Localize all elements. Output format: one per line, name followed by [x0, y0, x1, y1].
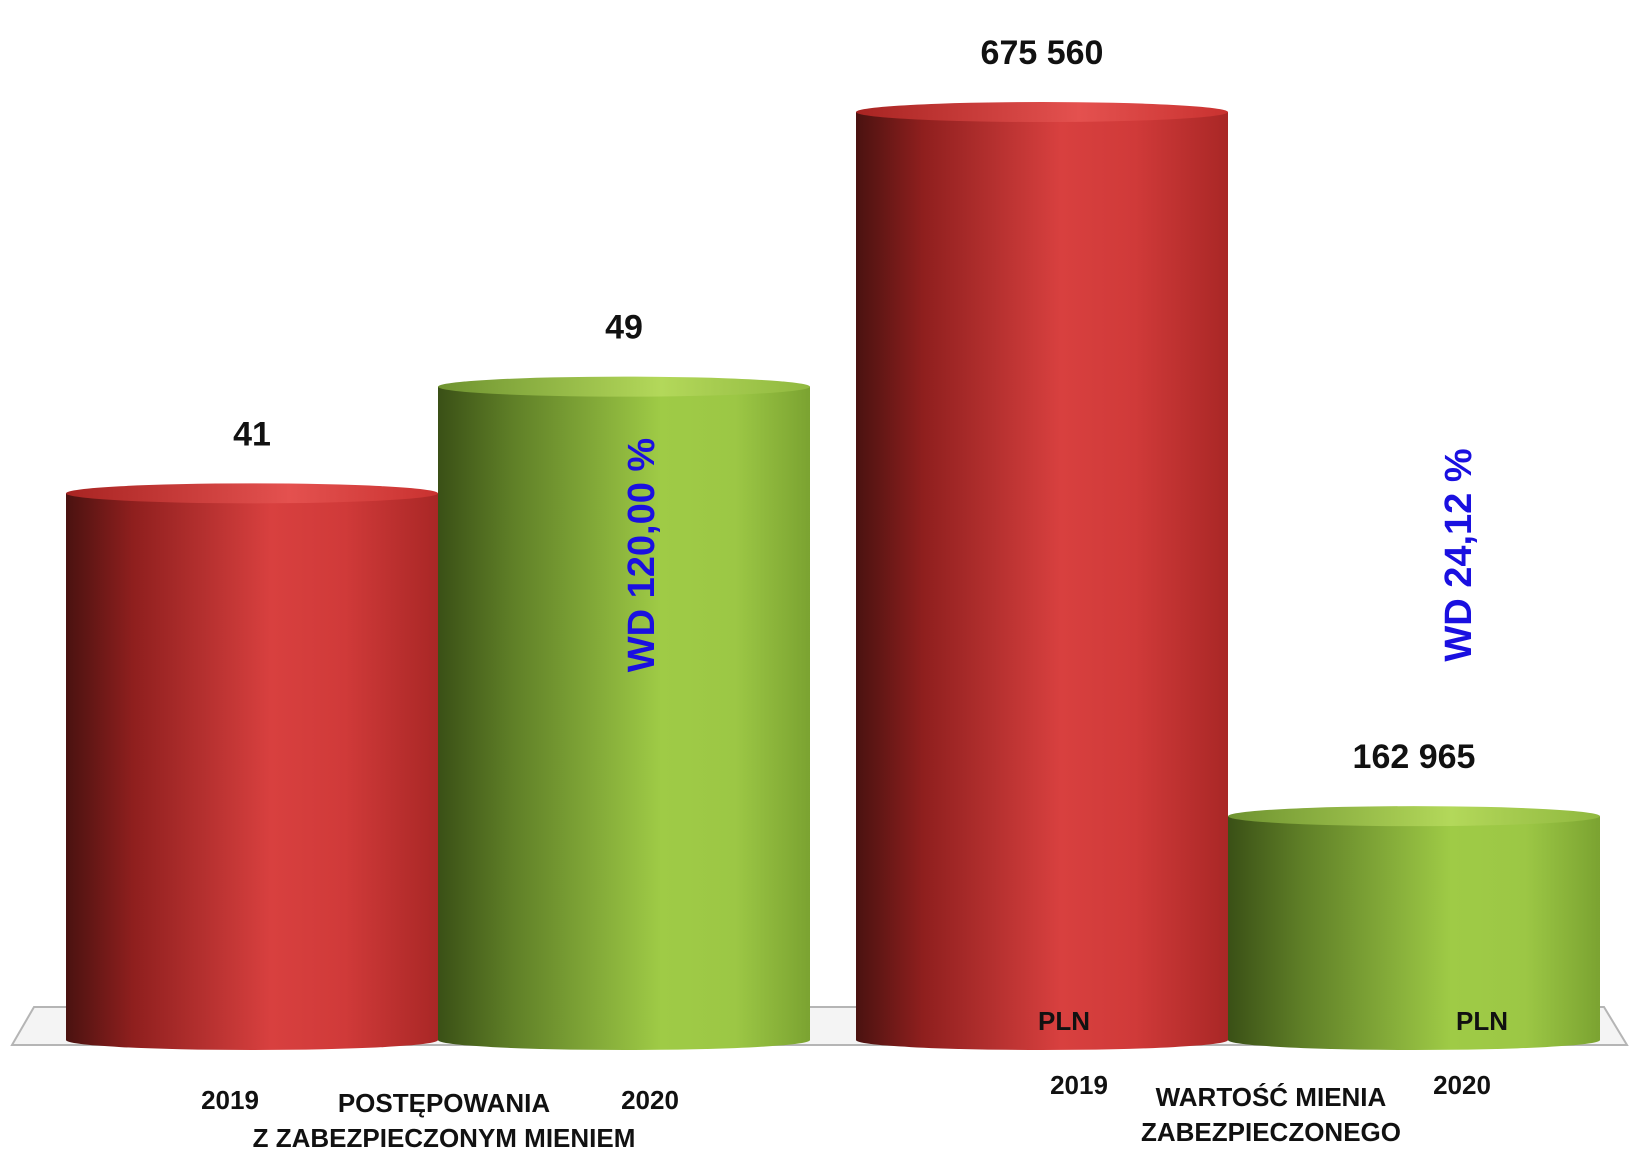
unit-label: PLN: [1456, 1006, 1508, 1036]
unit-label: PLN: [1038, 1006, 1090, 1036]
bar-top: [66, 483, 438, 504]
value-label: 49: [605, 309, 643, 347]
bar: [438, 376, 810, 1051]
bar: [1228, 806, 1600, 1050]
category-label-line-2: ZABEZPIECZONEGO: [1141, 1117, 1401, 1147]
category-label-line-1: POSTĘPOWANIA: [338, 1088, 551, 1118]
value-label: 675 560: [981, 34, 1104, 72]
value-label: 41: [233, 415, 271, 453]
value-label: 162 965: [1353, 738, 1476, 776]
bar-body: [856, 112, 1228, 1051]
change-label: WD 120,00 %: [621, 438, 663, 672]
year-label: 2020: [621, 1085, 679, 1115]
year-label: 2019: [1050, 1070, 1108, 1100]
bar-top: [856, 102, 1228, 123]
bar: [856, 102, 1228, 1051]
bar: [66, 483, 438, 1050]
bar-body: [1228, 816, 1600, 1050]
change-label: WD 24,12 %: [1438, 448, 1480, 661]
category-label-line-1: WARTOŚĆ MIENIA: [1156, 1082, 1387, 1112]
year-label: 2020: [1433, 1070, 1491, 1100]
bar-body: [438, 386, 810, 1051]
bars-layer: 41 2019 49 2020 675 560 PLN 2019 162 965 PLN 2020: [66, 34, 1600, 1115]
year-label: 2019: [201, 1085, 259, 1115]
group-1-category-label: POSTĘPOWANIA Z ZABEZPIECZONYM MIENIEM: [253, 1088, 636, 1153]
bar-top: [438, 376, 810, 397]
bar-top: [1228, 806, 1600, 827]
category-label-line-2: Z ZABEZPIECZONYM MIENIEM: [253, 1123, 636, 1153]
group-2-category-label: WARTOŚĆ MIENIA ZABEZPIECZONEGO: [1141, 1082, 1401, 1147]
bar-body: [66, 493, 438, 1050]
